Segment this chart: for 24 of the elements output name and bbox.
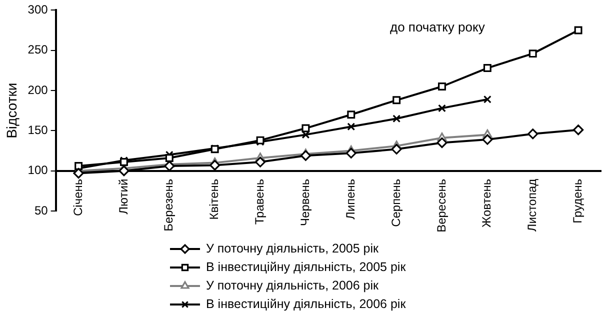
x-tick-label: Липень <box>343 178 358 220</box>
annotation: до початку року <box>390 20 486 35</box>
x-tick-label: Березень <box>162 178 176 232</box>
y-tick-label: 200 <box>28 82 48 97</box>
x-tick-label: Вересень <box>434 178 448 232</box>
y-axis-title: Відсотки <box>3 82 20 138</box>
x-tick-label: Серпень <box>388 178 403 227</box>
y-tick-label: 250 <box>28 42 48 57</box>
y-tick-label: 300 <box>28 2 48 17</box>
x-tick-label: Квітень <box>207 178 222 220</box>
x-tick-label: Жовтень <box>480 178 494 228</box>
legend-label: В інвестиційну діяльність, 2006 рік <box>206 296 406 311</box>
y-tick-label: 100 <box>28 163 48 178</box>
x-tick-label: Грудень <box>570 178 585 224</box>
legend-label: В інвестиційну діяльність, 2005 рік <box>206 260 406 274</box>
legend-label: У поточну діяльність, 2006 рік <box>206 278 380 292</box>
x-tick-label: Лютий <box>116 178 130 214</box>
legend-label: У поточну діяльність, 2005 рік <box>206 241 380 256</box>
x-tick-label: Травень <box>252 178 267 225</box>
y-tick-label: 50 <box>34 203 48 218</box>
x-tick-label: Листопад <box>525 178 540 232</box>
x-tick-label: Червень <box>298 178 312 226</box>
y-tick-label: 150 <box>28 122 48 137</box>
x-tick-label: Січень <box>70 178 85 216</box>
